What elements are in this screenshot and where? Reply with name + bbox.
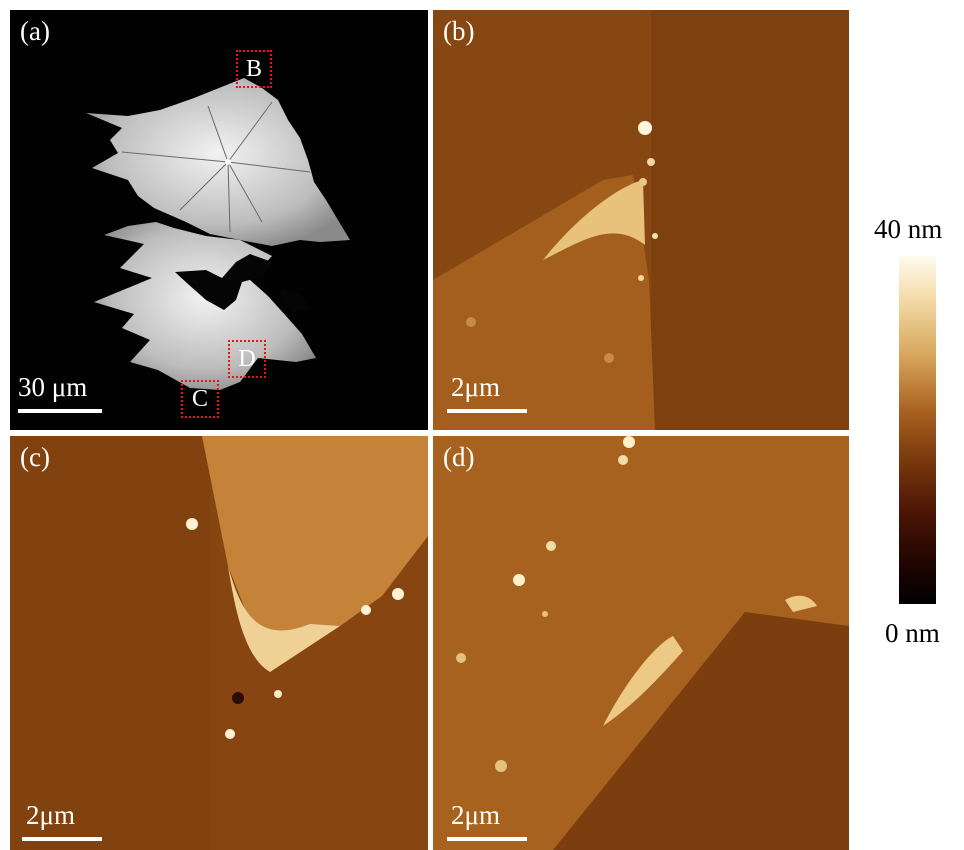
panel-b-label: (b) xyxy=(443,16,475,46)
region-box-b: B xyxy=(236,50,272,88)
region-box-c-label: C xyxy=(191,386,208,412)
panel-a-label: (a) xyxy=(20,16,50,46)
panel-a-scale-bar xyxy=(18,409,102,413)
afm-topography-c xyxy=(10,436,428,850)
panel-d-label: (d) xyxy=(443,442,475,472)
panel-a-optical-image: (a) B D C 30 μm xyxy=(10,10,428,430)
panel-b-afm-image: (b) 2μm xyxy=(433,10,849,430)
panel-b-scale-bar xyxy=(447,409,527,413)
panel-c-afm-image: (c) 2μm xyxy=(10,436,428,850)
colorbar xyxy=(899,256,936,604)
afm-topography-d xyxy=(433,436,849,850)
panel-c-label: (c) xyxy=(20,442,50,472)
panel-d-afm-image: (d) 2μm xyxy=(433,436,849,850)
panel-b-scale-label: 2μm xyxy=(451,372,500,402)
region-box-d: D xyxy=(228,340,266,378)
afm-topography-b xyxy=(433,10,849,430)
panel-d-scale-bar xyxy=(447,837,527,841)
colorbar-max-label: 40 nm xyxy=(874,214,943,244)
panel-a-scale-label: 30 μm xyxy=(18,372,88,402)
region-box-d-label: D xyxy=(238,346,256,372)
region-box-c: C xyxy=(181,380,219,418)
flake-illustration xyxy=(86,78,350,390)
panel-c-scale-label: 2μm xyxy=(26,800,75,830)
panel-c-scale-bar xyxy=(22,837,102,841)
region-box-b-label: B xyxy=(245,56,262,82)
panel-d-scale-label: 2μm xyxy=(451,800,500,830)
colorbar-min-label: 0 nm xyxy=(885,618,940,648)
